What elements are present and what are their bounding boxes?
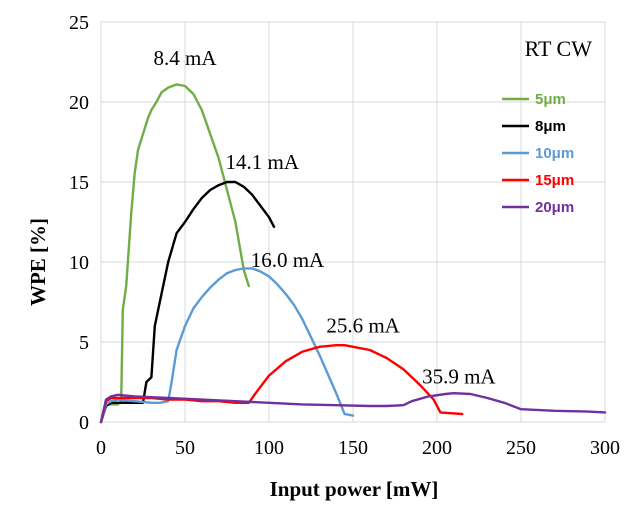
series-line-15um [99,344,464,424]
series-line-8um [99,180,276,424]
x-tick-label: 100 [254,437,284,459]
y-axis-title: WPE [%] [26,218,50,306]
legend-entry: 5μm [535,91,566,108]
x-tick-label: 0 [96,437,106,459]
x-tick-label: 200 [422,437,452,459]
y-tick-label: 0 [79,412,89,434]
x-tick-label: 300 [590,437,620,459]
annotation-label: 35.9 mA [422,365,496,389]
y-tick-label: 25 [69,12,89,34]
series-layer [99,83,607,424]
gridlines [100,21,606,423]
y-tick-label: 20 [69,92,89,114]
x-tick-label: 50 [175,437,195,459]
y-tick-label: 10 [69,252,89,274]
annotation-label: 16.0 mA [251,248,325,272]
plot-frame [100,21,606,423]
series-line-20um [99,392,607,424]
legend-entry: 15μm [535,172,574,189]
series-line-5um [99,83,251,424]
annotation-label: 25.6 mA [326,313,400,337]
legend: 5μm 8μm 10μm 15μm 20μm [502,91,574,216]
x-tick-label: 150 [338,437,368,459]
x-axis-title: Input power [mW] [270,477,439,501]
annotation-label: 8.4 mA [154,46,218,70]
x-tick-label: 250 [506,437,536,459]
legend-entry: 20μm [535,199,574,216]
annotations: 8.4 mA 14.1 mA 16.0 mA 25.6 mA 35.9 mA [154,46,497,388]
condition-label: RT CW [525,36,593,61]
legend-entry: 10μm [535,145,574,162]
series-line-10um [99,267,355,424]
y-tick-label: 15 [69,172,89,194]
legend-entry: 8μm [535,118,566,135]
y-tick-label: 5 [79,332,89,354]
annotation-label: 14.1 mA [226,150,300,174]
